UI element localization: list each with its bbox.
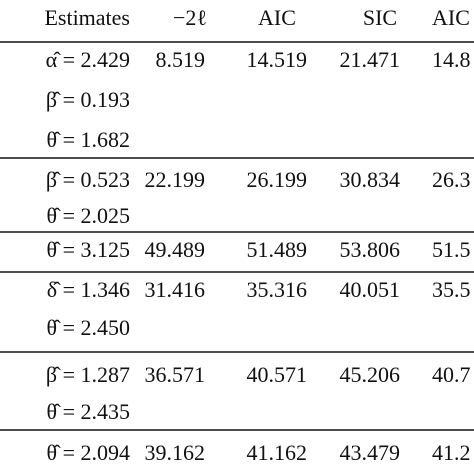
estimate: θ̂ = 2.094 — [47, 440, 130, 465]
value-cell: 14.519 — [247, 47, 308, 72]
value-cell: 26.3 — [432, 167, 471, 192]
value-cell: 49.489 — [145, 237, 206, 262]
estimate: β̂ = 0.193 — [46, 87, 130, 112]
estimate: θ̂ = 2.450 — [47, 315, 130, 340]
value-cell: 45.206 — [340, 362, 401, 387]
value-cell: 41.162 — [247, 440, 308, 465]
header-cell: −2ℓ — [173, 5, 207, 30]
estimate: θ̂ = 1.682 — [47, 127, 130, 152]
value-cell: 39.162 — [145, 440, 206, 465]
value-cell: 21.471 — [340, 47, 401, 72]
value-cell: 51.5 — [432, 237, 471, 262]
estimate: δ̂ = 1.346 — [47, 277, 130, 302]
value-cell: 35.316 — [247, 277, 308, 302]
value-cell: 36.571 — [145, 362, 206, 387]
value-cell: 40.7 — [432, 362, 471, 387]
estimate: α̂ = 2.429 — [46, 47, 130, 72]
value-cell: 40.051 — [340, 277, 401, 302]
estimate: β̂ = 1.287 — [46, 362, 130, 387]
header-cell: AIC — [258, 5, 296, 30]
value-cell: 53.806 — [340, 237, 401, 262]
value-cell: 43.479 — [340, 440, 401, 465]
value-cell: 41.2 — [432, 440, 471, 465]
value-cell: 30.834 — [340, 167, 401, 192]
value-cell: 31.416 — [145, 277, 206, 302]
estimate: θ̂ = 2.025 — [47, 203, 130, 228]
value-cell: 51.489 — [247, 237, 308, 262]
value-cell: 35.5 — [432, 277, 471, 302]
value-cell: 8.519 — [156, 47, 206, 72]
estimate: θ̂ = 2.435 — [47, 399, 130, 424]
value-cell: 40.571 — [247, 362, 308, 387]
value-cell: 14.8 — [432, 47, 471, 72]
estimate: β̂ = 0.523 — [46, 167, 130, 192]
value-cell: 22.199 — [145, 167, 206, 192]
value-cell: 26.199 — [247, 167, 308, 192]
estimate: θ̂ = 3.125 — [47, 237, 130, 262]
header-cell: Estimates — [44, 5, 130, 30]
header-cell: AIC — [432, 5, 470, 30]
header-cell: SIC — [363, 5, 397, 30]
